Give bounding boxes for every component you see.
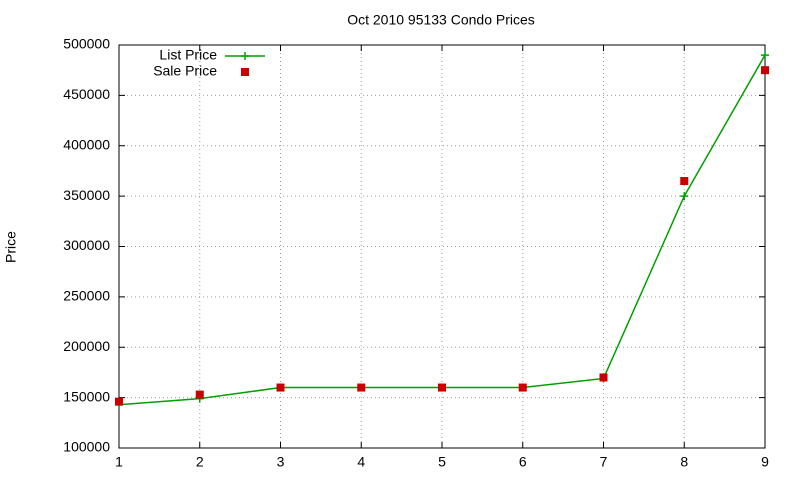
point <box>518 383 527 392</box>
point <box>276 383 285 392</box>
x-tick-label: 3 <box>277 454 285 470</box>
x-tick-label: 8 <box>680 454 688 470</box>
y-axis-label: Price <box>3 231 19 263</box>
legend-label: Sale Price <box>153 63 217 79</box>
point <box>357 383 366 392</box>
y-tick-label: 200000 <box>63 338 110 354</box>
point <box>195 390 204 399</box>
chart-title: Oct 2010 95133 Condo Prices <box>347 12 535 28</box>
y-tick-label: 350000 <box>63 187 110 203</box>
legend-label: List Price <box>159 47 217 63</box>
x-tick-label: 5 <box>438 454 446 470</box>
y-tick-label: 150000 <box>63 388 110 404</box>
x-tick-label: 6 <box>519 454 527 470</box>
x-tick-label: 9 <box>761 454 769 470</box>
point <box>680 177 689 186</box>
x-tick-label: 1 <box>115 454 123 470</box>
y-tick-label: 300000 <box>63 237 110 253</box>
y-tick-label: 100000 <box>63 439 110 455</box>
x-tick-label: 2 <box>196 454 204 470</box>
x-tick-label: 7 <box>600 454 608 470</box>
point <box>680 192 689 201</box>
x-tick-label: 4 <box>357 454 365 470</box>
point <box>438 383 446 392</box>
y-tick-label: 400000 <box>63 136 110 152</box>
y-tick-label: 500000 <box>63 36 110 52</box>
legend-marker <box>241 68 249 76</box>
point <box>599 373 608 382</box>
point <box>761 66 769 75</box>
y-tick-label: 250000 <box>63 288 110 304</box>
plot-frame <box>118 44 766 449</box>
y-tick-label: 450000 <box>63 86 110 102</box>
legend-marker <box>241 52 249 60</box>
point <box>761 51 769 60</box>
point <box>115 397 123 406</box>
